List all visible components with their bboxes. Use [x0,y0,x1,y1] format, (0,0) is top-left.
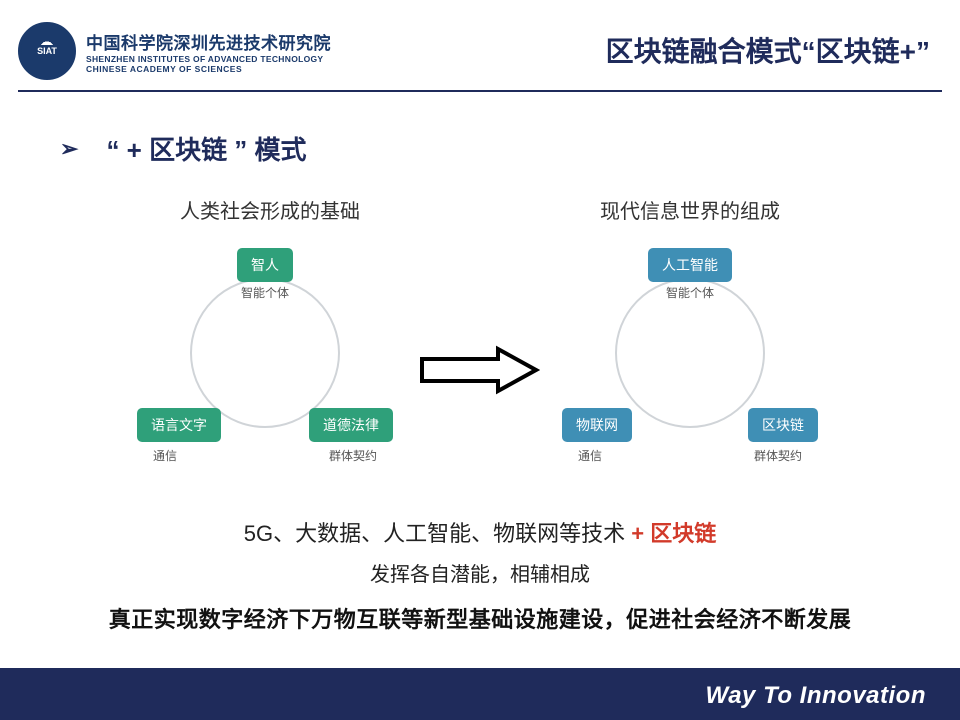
org-name-cn: 中国科学院深圳先进技术研究院 [86,29,331,54]
header: SIAT 中国科学院深圳先进技术研究院 SHENZHEN INSTITUTES … [0,0,960,90]
node-bl-sub: 通信 [153,447,177,464]
header-divider [18,90,942,92]
org-name-en2: CHINESE ACADEMY OF SCIENCES [86,64,331,74]
footer: Way To Innovation [0,662,960,720]
section-text: “ + 区块链 ” 模式 [106,130,306,167]
right-diagram: 人工智能 智能个体 物联网 通信 区块链 群体契约 [580,250,800,450]
bt1-pre: 5G、大数据、人工智能、物联网等技术 [244,521,631,546]
node-bl-sub: 通信 [578,447,602,464]
node-bottom-left: 语言文字 [137,408,221,442]
node-top: 智人 [237,248,293,282]
node-br-sub: 群体契约 [329,447,377,464]
org-text: 中国科学院深圳先进技术研究院 SHENZHEN INSTITUTES OF AD… [86,29,331,74]
bottom-line-3: 真正实现数字经济下万物互联等新型基础设施建设，促进社会经济不断发展 [0,602,960,634]
org-name-en1: SHENZHEN INSTITUTES OF ADVANCED TECHNOLO… [86,54,331,64]
logo-label: SIAT [34,45,60,57]
bullet-icon: ➢ [60,136,78,162]
slide-title: 区块链融合模式“区块链+” [606,30,930,70]
transform-arrow-icon [420,345,540,395]
node-bottom-right: 区块链 [748,408,818,442]
bottom-line-1: 5G、大数据、人工智能、物联网等技术 + 区块链 [0,516,960,548]
right-diagram-title: 现代信息世界的组成 [570,195,810,224]
node-br-sub: 群体契约 [754,447,802,464]
bt1-plus: + [631,521,650,546]
node-top: 人工智能 [648,248,732,282]
node-bottom-right: 道德法律 [309,408,393,442]
footer-text: Way To Innovation [705,682,926,710]
slide: SIAT 中国科学院深圳先进技术研究院 SHENZHEN INSTITUTES … [0,0,960,720]
logo-block: SIAT 中国科学院深圳先进技术研究院 SHENZHEN INSTITUTES … [18,22,331,80]
diagram-area: 人类社会形成的基础 现代信息世界的组成 智人 智能个体 语言文字 通信 道德法律… [0,195,960,495]
section-heading: ➢ “ + 区块链 ” 模式 [60,130,307,167]
bt1-red: 区块链 [650,521,716,546]
left-diagram: 智人 智能个体 语言文字 通信 道德法律 群体契约 [155,250,375,450]
node-top-sub: 智能个体 [666,284,714,301]
node-bottom-left: 物联网 [562,408,632,442]
node-top-sub: 智能个体 [241,284,289,301]
bottom-line-2: 发挥各自潜能，相辅相成 [0,558,960,587]
left-diagram-title: 人类社会形成的基础 [160,195,380,224]
logo-icon: SIAT [18,22,76,80]
